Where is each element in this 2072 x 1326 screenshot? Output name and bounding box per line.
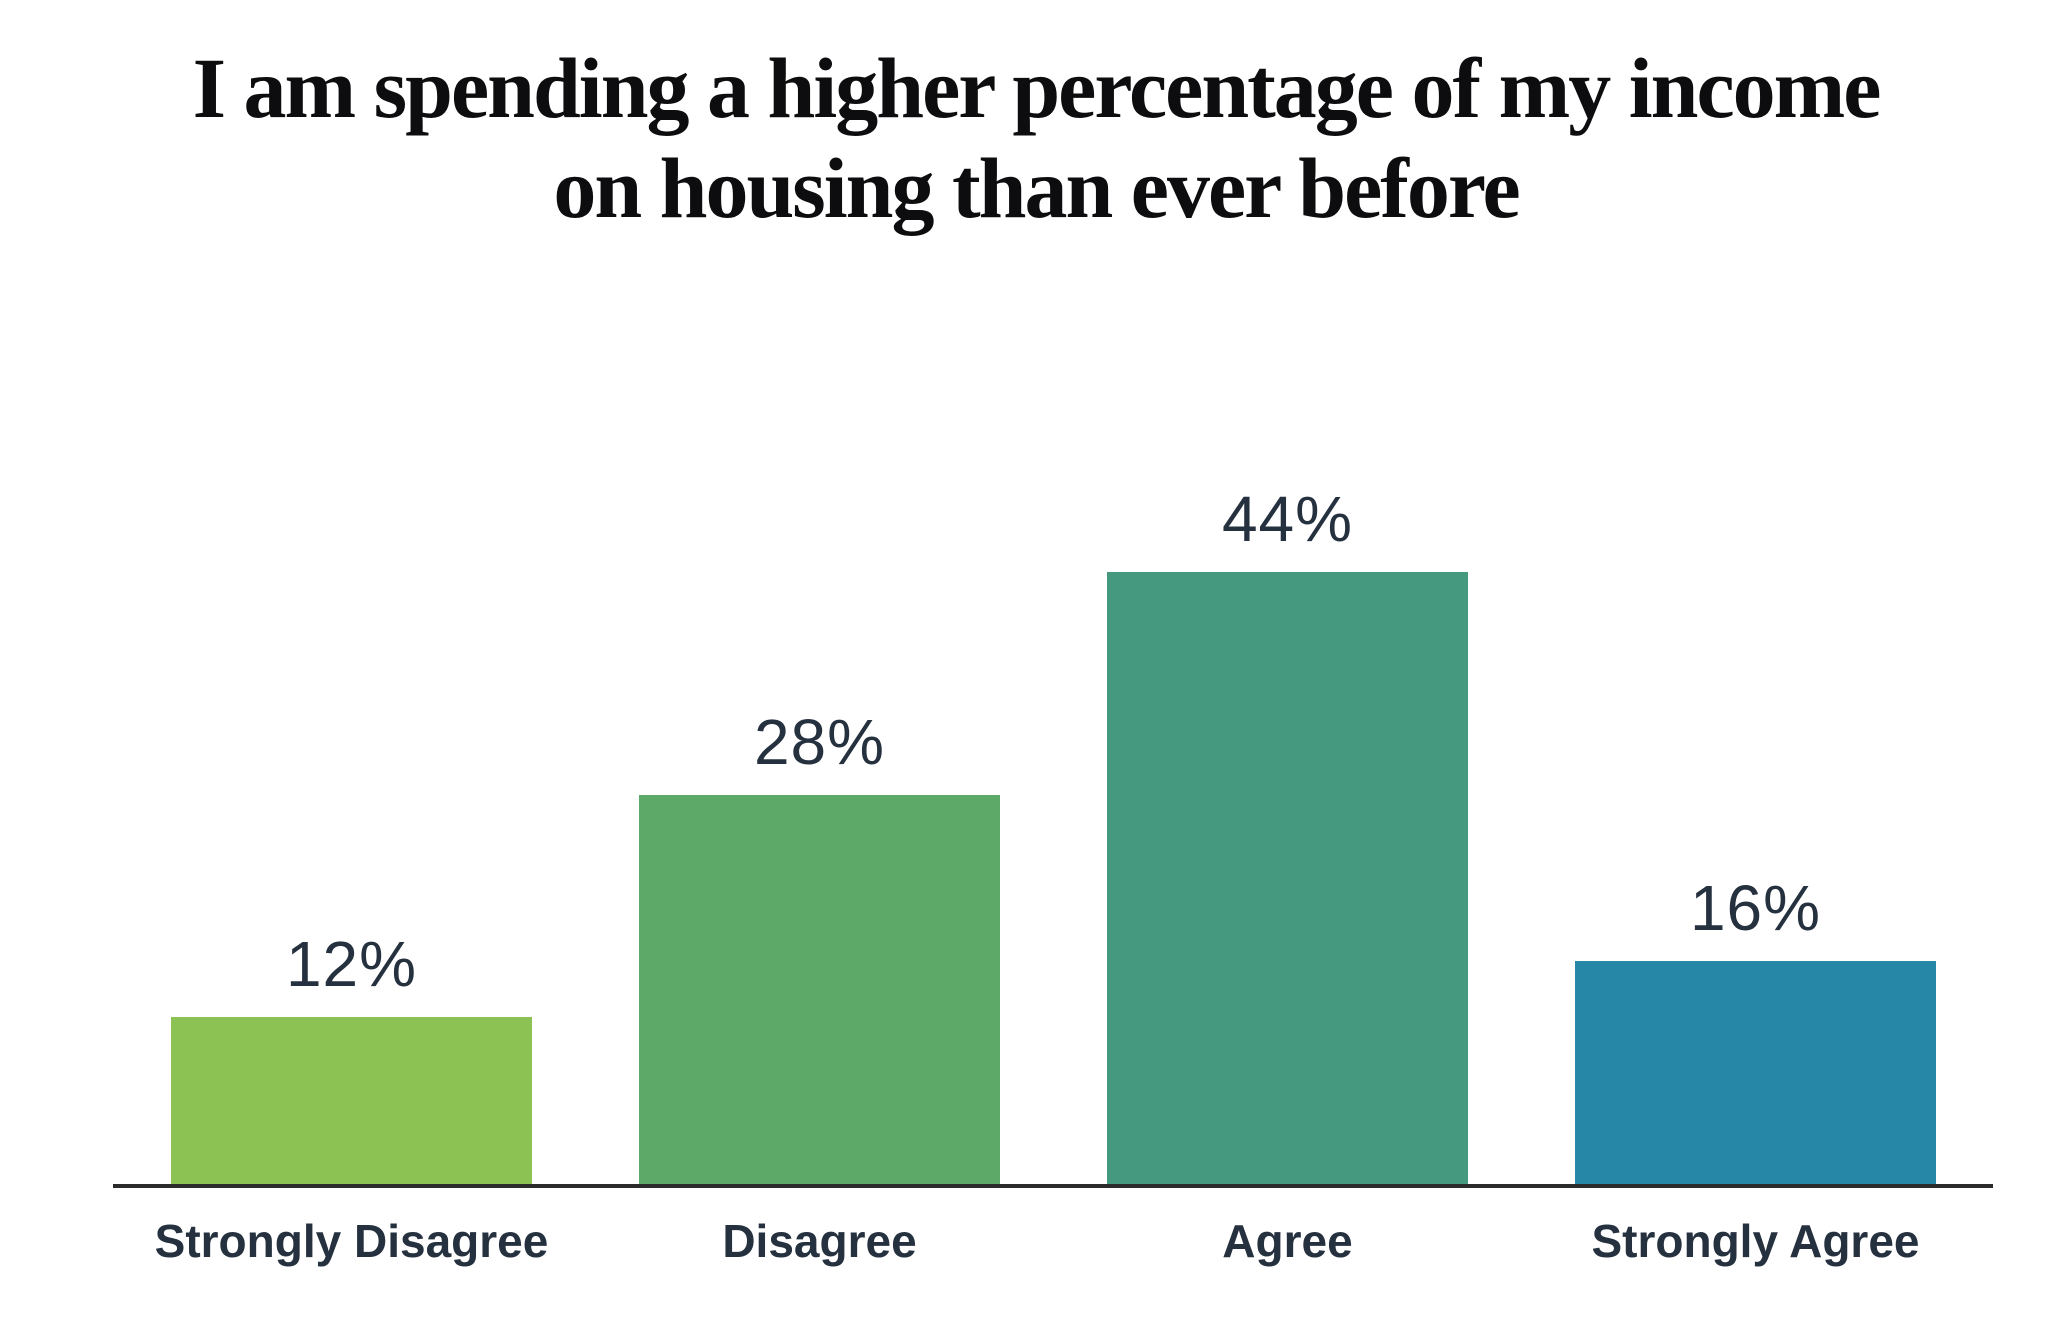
x-axis-label-disagree: Disagree	[722, 1215, 917, 1267]
bar-column-strongly-disagree: 12% Strongly Disagree	[155, 927, 549, 1267]
bar-value-label: 16%	[1689, 872, 1822, 944]
bar-strongly-disagree	[171, 1017, 532, 1184]
bar-value-label: 12%	[285, 928, 418, 1000]
x-axis-label-strongly-agree: Strongly Agree	[1591, 1215, 1920, 1267]
bar-strongly-agree	[1575, 961, 1936, 1184]
x-axis-line	[113, 1184, 1993, 1188]
x-axis-label-strongly-disagree: Strongly Disagree	[154, 1215, 549, 1267]
chart-title: I am spending a higher percentage of my …	[0, 38, 2072, 238]
bar-value-label: 28%	[753, 706, 886, 778]
x-axis-label-agree: Agree	[1222, 1215, 1353, 1267]
bar-disagree	[639, 795, 1000, 1184]
bar-value-label: 44%	[1221, 483, 1354, 555]
chart-title-line-1: I am spending a higher percentage of my …	[192, 40, 1882, 136]
bar-agree	[1107, 572, 1468, 1184]
bar-column-disagree: 28% Disagree	[639, 705, 1000, 1267]
bar-column-strongly-agree: 16% Strongly Agree	[1575, 871, 1936, 1267]
bar-column-agree: 44% Agree	[1107, 482, 1468, 1267]
chart-title-line-2: on housing than ever before	[553, 140, 1520, 236]
